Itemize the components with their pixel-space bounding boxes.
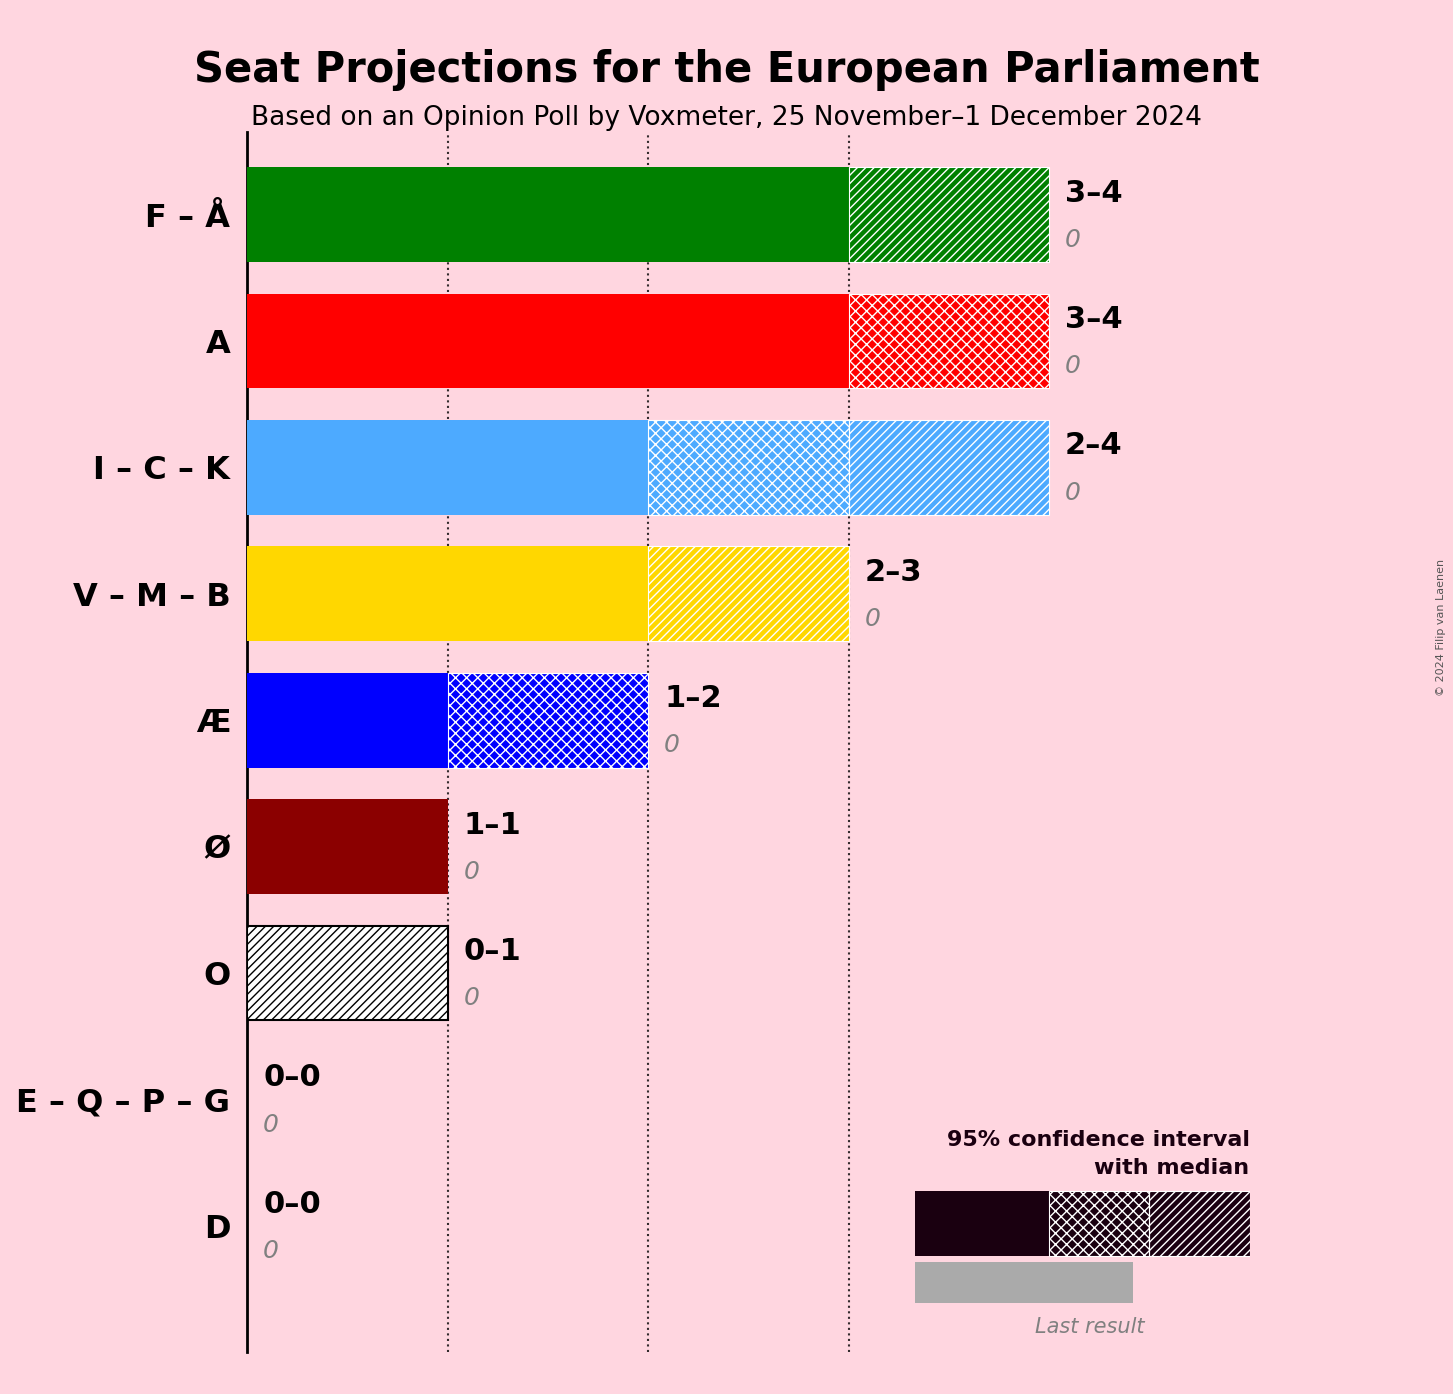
Text: 0: 0 — [1065, 481, 1081, 505]
Bar — [1149, 1190, 1250, 1256]
Bar — [849, 420, 1049, 514]
Bar — [915, 1190, 1049, 1256]
Text: 0: 0 — [464, 987, 479, 1011]
Text: 3–4: 3–4 — [1065, 178, 1123, 208]
Bar — [648, 420, 849, 514]
Text: with median: with median — [1094, 1158, 1250, 1178]
Bar — [849, 420, 1049, 514]
Text: 95% confidence interval: 95% confidence interval — [946, 1131, 1250, 1150]
Text: 0: 0 — [263, 1112, 279, 1136]
Text: 0–0: 0–0 — [263, 1064, 321, 1093]
Bar — [448, 673, 648, 768]
Text: 1–1: 1–1 — [464, 810, 522, 839]
Bar — [247, 167, 849, 262]
Bar — [247, 420, 648, 514]
Text: 0: 0 — [664, 733, 680, 757]
Text: 0: 0 — [1065, 227, 1081, 252]
Bar — [247, 926, 448, 1020]
Bar — [1049, 1190, 1149, 1256]
Bar — [648, 546, 849, 641]
Bar — [849, 294, 1049, 389]
Text: 0: 0 — [1065, 354, 1081, 378]
Text: © 2024 Filip van Laenen: © 2024 Filip van Laenen — [1437, 559, 1446, 696]
Bar — [247, 294, 849, 389]
Text: Seat Projections for the European Parliament: Seat Projections for the European Parlia… — [193, 49, 1260, 91]
Text: Last result: Last result — [1035, 1317, 1145, 1337]
Text: 2–3: 2–3 — [865, 558, 923, 587]
Bar — [849, 294, 1049, 389]
Bar — [648, 420, 849, 514]
Text: 0: 0 — [263, 1239, 279, 1263]
Bar — [247, 799, 448, 894]
Text: 0–1: 0–1 — [464, 937, 522, 966]
Text: 3–4: 3–4 — [1065, 305, 1123, 335]
Bar — [1149, 1190, 1250, 1256]
Text: 0: 0 — [865, 606, 881, 631]
Bar — [448, 673, 648, 768]
Text: 0: 0 — [464, 860, 479, 884]
Text: 0–0: 0–0 — [263, 1190, 321, 1218]
Bar — [247, 546, 648, 641]
Bar — [849, 167, 1049, 262]
Text: Based on an Opinion Poll by Voxmeter, 25 November–1 December 2024: Based on an Opinion Poll by Voxmeter, 25… — [251, 105, 1202, 131]
Bar — [247, 673, 448, 768]
Text: 1–2: 1–2 — [664, 684, 722, 714]
Bar — [1049, 1190, 1149, 1256]
Text: 2–4: 2–4 — [1065, 431, 1123, 460]
Bar — [648, 546, 849, 641]
Bar — [849, 167, 1049, 262]
